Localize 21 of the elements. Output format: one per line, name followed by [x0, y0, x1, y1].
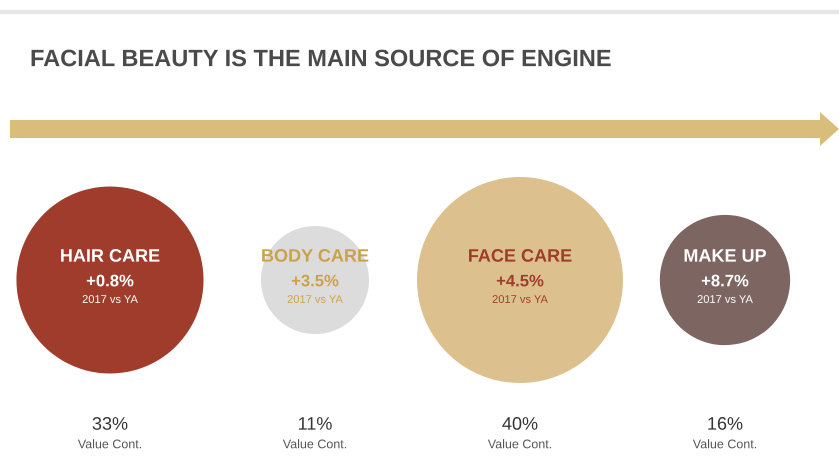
- category-label: MAKE UP: [684, 249, 766, 262]
- category-label: HAIR CARE: [61, 249, 160, 262]
- text: Value Cont.: [488, 439, 552, 448]
- category-label: BODY CARE: [262, 249, 368, 262]
- text: 2017 vs YA: [288, 295, 343, 303]
- data-label: 40%: [502, 417, 538, 430]
- text: +3.5%: [292, 274, 338, 286]
- text: Value Cont.: [692, 439, 756, 448]
- text: 2017 vs YA: [82, 295, 138, 303]
- data-label: 33%: [92, 417, 128, 430]
- text: +4.5%: [496, 274, 544, 286]
- text: FACIAL BEAUTY IS THE MAIN SOURCE OF ENGINE: [32, 50, 611, 66]
- text: 2017 vs YA: [492, 295, 548, 303]
- data-label: 16%: [708, 417, 742, 430]
- data-label: 11%: [298, 417, 332, 430]
- text: +0.8%: [86, 274, 134, 286]
- text: +8.7%: [702, 274, 748, 286]
- text: Value Cont.: [78, 439, 142, 448]
- category-label: FACE CARE: [469, 249, 572, 262]
- text: 2017 vs YA: [698, 295, 753, 303]
- text: Value Cont.: [282, 439, 346, 448]
